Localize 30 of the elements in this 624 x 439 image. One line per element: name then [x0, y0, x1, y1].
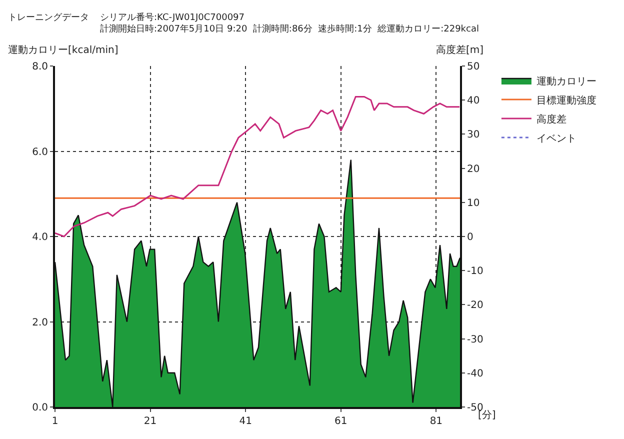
- x-tick-label: 21: [144, 416, 157, 427]
- x-tick-label: 41: [239, 416, 252, 427]
- y2-tick-label: 0: [467, 232, 474, 243]
- y2-tick-label: -10: [467, 266, 484, 278]
- chart-title: トレーニングデータ: [8, 12, 89, 23]
- y2-axis-title: 高度差[m]: [436, 44, 484, 56]
- y-axis-title: 運動カロリー[kcal/min]: [8, 44, 118, 56]
- y2-tick-label: 20: [467, 164, 480, 175]
- legend-label: 高度差: [536, 113, 566, 126]
- y2-tick-label: 10: [467, 198, 480, 209]
- legend-label: イベント: [536, 133, 576, 144]
- y2-tick-label: 30: [467, 130, 480, 141]
- y-tick-label: 4.0: [32, 232, 48, 243]
- x-tick-label: 61: [334, 416, 348, 427]
- y2-tick-label: 40: [467, 96, 480, 107]
- y-tick-label: 2.0: [32, 317, 48, 328]
- x-axis-title: [分]: [478, 409, 496, 421]
- legend-label: 運動カロリー: [536, 75, 596, 88]
- y-tick-label: 0.0: [32, 402, 48, 414]
- chart-subtitle: シリアル番号:KC-JW01J0C700097 計測開始日時:2007年5月10日 9:20 計測時間:86分 速歩時間:1分 総運動カロリー:229kcal: [100, 12, 479, 35]
- y-tick-label: 6.0: [32, 146, 48, 158]
- y2-tick-label: -20: [467, 300, 484, 312]
- y2-tick-label: -30: [467, 334, 484, 346]
- line-series: [55, 96, 460, 238]
- y2-tick-label: -40: [467, 368, 484, 380]
- x-tick-label: 1: [52, 416, 58, 427]
- x-tick-label: 81: [430, 416, 443, 427]
- y-tick-label: 8.0: [32, 62, 48, 72]
- legend-label: 目標運動強度: [536, 94, 596, 106]
- y2-tick-label: 50: [467, 62, 480, 72]
